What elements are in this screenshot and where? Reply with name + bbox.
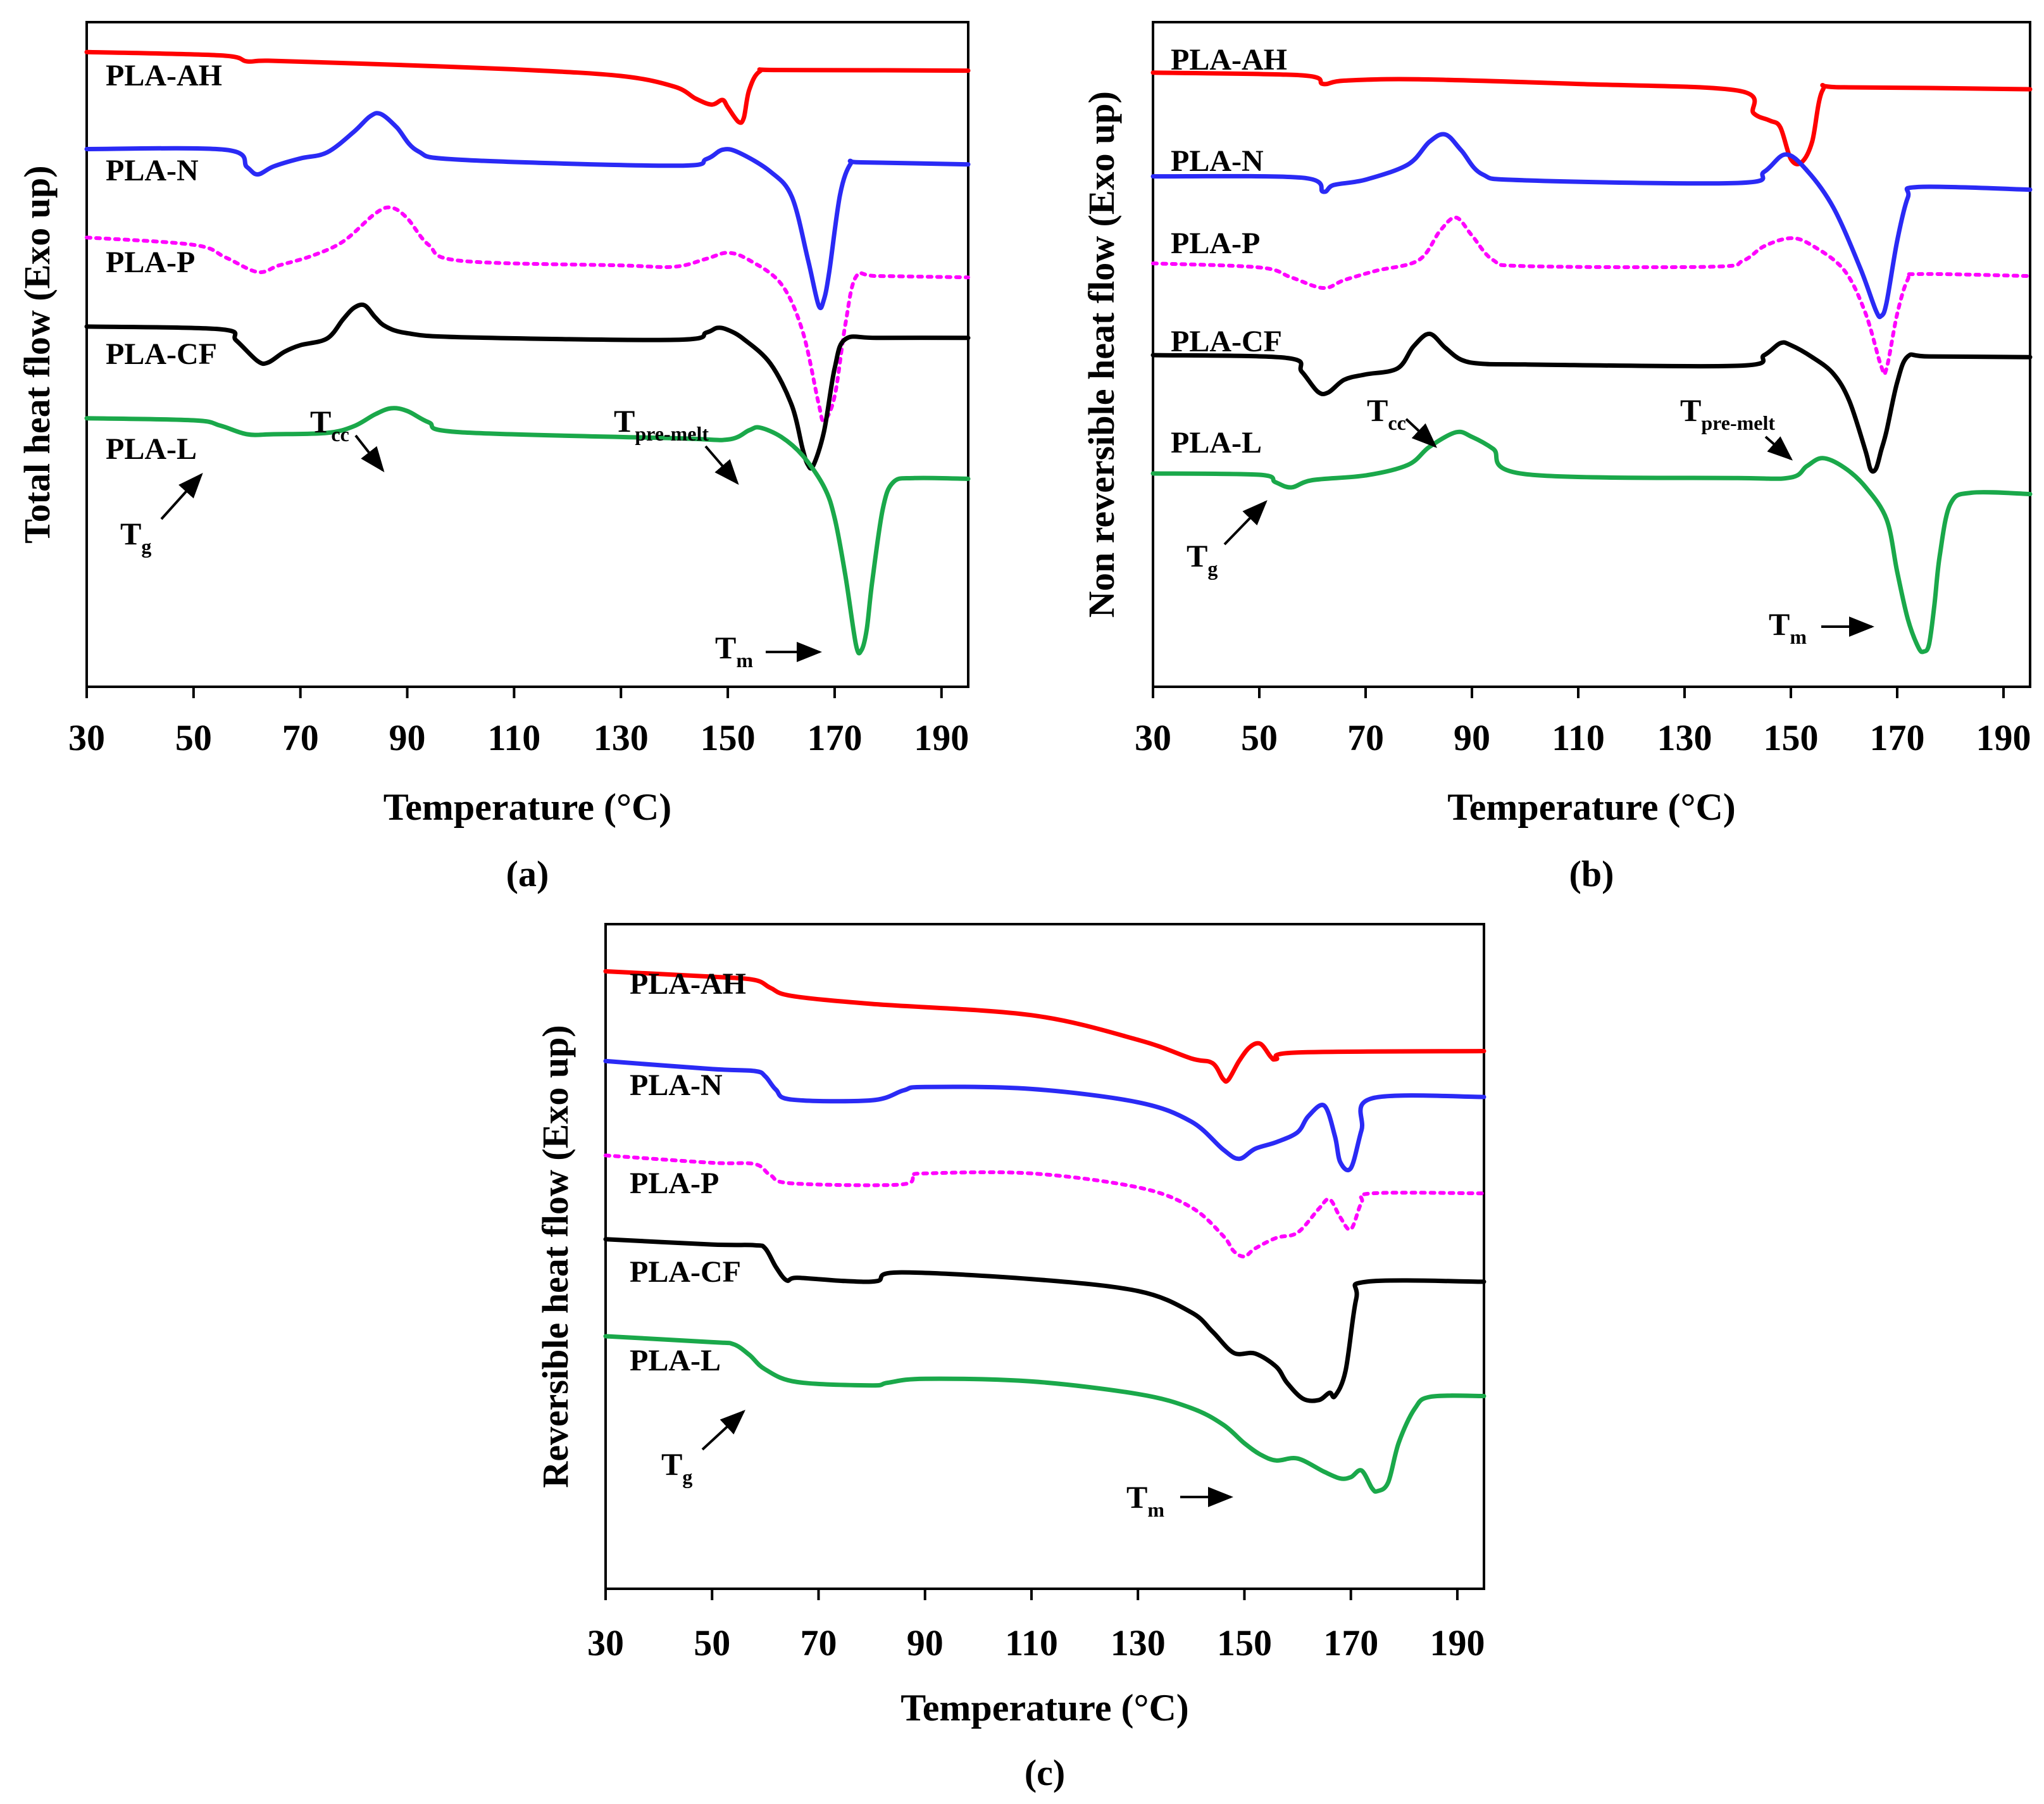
annotation-label: Tpre-melt bbox=[614, 403, 709, 445]
annotation-label: Tm bbox=[715, 630, 753, 672]
series-line-pla-p bbox=[1151, 215, 2032, 377]
panel-label: (a) bbox=[506, 853, 549, 894]
series-line-pla-cf bbox=[603, 1237, 1486, 1403]
series-line-pla-l bbox=[603, 1334, 1486, 1494]
x-tick-label: 50 bbox=[175, 717, 212, 758]
x-tick-label: 190 bbox=[1430, 1622, 1485, 1663]
x-tick-label: 110 bbox=[1552, 717, 1605, 758]
annotation-arrow bbox=[160, 473, 203, 520]
series-line-pla-n bbox=[84, 111, 971, 311]
x-axis-label: Temperature (°C) bbox=[1447, 786, 1736, 828]
series-line-pla-n bbox=[1150, 132, 2033, 320]
x-tick-label: 150 bbox=[1764, 717, 1819, 758]
plot-frame bbox=[604, 923, 1485, 1590]
x-tick-label: 130 bbox=[594, 717, 649, 758]
x-tick-label: 70 bbox=[800, 1622, 837, 1663]
annotation-label: Tm bbox=[1769, 606, 1807, 648]
annotation-label: Tg bbox=[1187, 538, 1218, 580]
x-tick-label: 170 bbox=[1323, 1622, 1378, 1663]
x-tick-label: 50 bbox=[694, 1622, 730, 1663]
series-line-pla-l bbox=[84, 406, 971, 656]
series-label: PLA-L bbox=[630, 1344, 721, 1377]
plot-frame bbox=[85, 21, 969, 688]
annotation-label: Tm bbox=[1126, 1479, 1164, 1521]
x-tick-label: 130 bbox=[1111, 1622, 1166, 1663]
series-label: PLA-P bbox=[630, 1167, 719, 1200]
annotation-label: Tg bbox=[661, 1446, 692, 1488]
series-label: PLA-N bbox=[106, 154, 199, 187]
y-axis-label: Total heat flow (Exo up) bbox=[16, 165, 58, 543]
x-tick-label: 190 bbox=[1976, 717, 2031, 758]
series-label: PLA-CF bbox=[106, 337, 217, 371]
x-tick-label: 150 bbox=[701, 717, 756, 758]
series-line-pla-l bbox=[1150, 429, 2033, 655]
series-line-pla-ah bbox=[1150, 70, 2033, 166]
x-tick-label: 30 bbox=[1135, 717, 1171, 758]
series-label: PLA-L bbox=[106, 432, 197, 466]
chart-panel-1: 30 50 70 90 110 130 150 170 190 Temperature (°C) T… bbox=[16, 21, 971, 894]
series-label: PLA-AH bbox=[1171, 43, 1287, 77]
x-tick-label: 50 bbox=[1241, 717, 1278, 758]
x-tick-label: 110 bbox=[487, 717, 540, 758]
x-tick-label: 90 bbox=[389, 717, 426, 758]
series-line-pla-cf bbox=[84, 302, 971, 471]
series-label: PLA-CF bbox=[630, 1255, 741, 1289]
series-line-pla-p bbox=[604, 1153, 1486, 1259]
series-label: PLA-P bbox=[106, 246, 195, 279]
x-tick-label: 170 bbox=[807, 717, 862, 758]
x-tick-label: 70 bbox=[282, 717, 319, 758]
series-label: PLA-AH bbox=[106, 59, 222, 92]
series-label: PLA-P bbox=[1171, 227, 1260, 260]
annotation-label: Tcc bbox=[1367, 392, 1406, 434]
panel-label: (c) bbox=[1025, 1752, 1065, 1793]
series-label: PLA-AH bbox=[630, 967, 746, 1001]
x-tick-label: 130 bbox=[1657, 717, 1712, 758]
series-line-pla-n bbox=[603, 1058, 1486, 1173]
x-tick-label: 30 bbox=[587, 1622, 624, 1663]
annotation-arrow bbox=[1764, 435, 1793, 461]
x-tick-label: 30 bbox=[68, 717, 105, 758]
series-label: PLA-N bbox=[1171, 144, 1264, 178]
annotation-arrow bbox=[354, 434, 385, 473]
x-axis-label: Temperature (°C) bbox=[383, 786, 672, 828]
x-tick-label: 110 bbox=[1005, 1622, 1058, 1663]
series-line-pla-p bbox=[85, 205, 970, 423]
x-tick-label: 90 bbox=[1454, 717, 1490, 758]
y-axis-label: Non reversible heat flow (Exo up) bbox=[1081, 91, 1122, 618]
annotation-arrow bbox=[704, 445, 739, 485]
annotation-label: Tcc bbox=[310, 404, 349, 446]
series-label: PLA-CF bbox=[1171, 325, 1282, 358]
annotation-arrow bbox=[1405, 418, 1437, 448]
annotation-arrow bbox=[701, 1410, 745, 1451]
x-tick-label: 70 bbox=[1347, 717, 1384, 758]
panel-label: (b) bbox=[1569, 853, 1614, 894]
x-tick-label: 170 bbox=[1870, 717, 1925, 758]
series-line-pla-ah bbox=[84, 49, 971, 125]
annotation-label: Tg bbox=[120, 516, 151, 558]
series-line-pla-ah bbox=[603, 969, 1486, 1084]
series-label: PLA-L bbox=[1171, 426, 1262, 460]
x-tick-label: 150 bbox=[1217, 1622, 1272, 1663]
x-axis-label: Temperature (°C) bbox=[900, 1687, 1189, 1729]
y-axis-label: Reversible heat flow (Exo up) bbox=[535, 1025, 576, 1488]
x-tick-label: 190 bbox=[914, 717, 969, 758]
x-tick-label: 90 bbox=[907, 1622, 944, 1663]
series-line-pla-cf bbox=[1150, 331, 2033, 474]
annotation-label: Tpre-melt bbox=[1680, 392, 1775, 434]
annotation-arrow bbox=[1223, 500, 1268, 546]
chart-panel-3: 30 50 70 90 110 130 150 170 190 Temperature (°C) R… bbox=[535, 923, 1486, 1793]
series-label: PLA-N bbox=[630, 1068, 723, 1102]
chart-panel-2: 30 50 70 90 110 130 150 170 190 Temperature (°C) N… bbox=[1081, 21, 2033, 894]
